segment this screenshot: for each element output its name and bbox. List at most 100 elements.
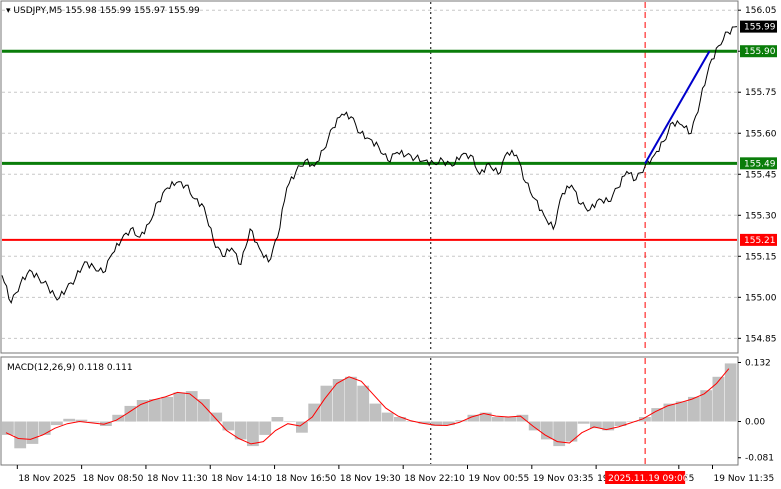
macd-histogram-bar [234,421,247,440]
symbol-label: USDJPY,M5 [13,6,62,16]
price-tick-label: 155.60 [745,129,777,139]
macd-histogram-bar [222,421,235,431]
macd-histogram-bar [296,421,308,433]
resistance-level-tag [740,233,777,246]
chart-header: ▾ USDJPY,M5 155.98 155.99 155.97 155.99 [6,6,200,16]
price-series-line [1,26,738,305]
time-axis-label: 18 Nov 22:10 [404,474,465,484]
macd-histogram-bar [430,421,443,426]
macd-histogram-bar [455,420,468,422]
time-axis-label: 18 Nov 2025 [18,474,76,484]
macd-histogram-bar [663,403,676,422]
macd-histogram-bar [675,401,688,422]
macd-panel[interactable]: MACD(12,26,9) 0.118 0.111 [0,356,739,466]
macd-signal-line [5,368,730,445]
macd-histogram-bar [700,390,713,422]
macd-histogram-bar [712,376,725,422]
time-axis-label: :55 [680,474,694,484]
macd-histogram-bar [332,379,345,422]
macd-tick-label: -0.081 [745,454,774,464]
price-axis-level-labels: 155.90 155.49 155.21 155.99 [740,20,777,246]
time-axis-label: 18 Nov 19:30 [340,474,401,484]
macd-tick-label: 0.00 [745,418,765,428]
macd-histogram-bar [345,376,357,422]
macd-histogram [2,363,737,449]
macd-vertical-markers [430,358,646,464]
macd-histogram-bar [504,417,517,422]
current-price-label: 155.99 [744,23,776,33]
trend-line [644,50,711,164]
time-axis-label: 18 Nov 14:10 [211,474,272,484]
macd-histogram-bar [406,421,418,422]
macd-histogram-bar [210,412,223,422]
resistance-level-label: 155.21 [744,236,776,246]
macd-histogram-bar [112,414,125,422]
macd-histogram-bar [161,396,174,422]
macd-histogram-bar [149,399,161,422]
macd-tick-label: 0.132 [745,358,771,368]
macd-histogram-bar [247,421,259,447]
macd-histogram-bar [124,405,137,422]
macd-histogram-bar [467,414,480,422]
support-level-tag [740,157,777,170]
current-price-tag [740,20,777,33]
time-axis-label: 18 Nov 11:30 [147,474,208,484]
macd-histogram-bar [614,421,627,426]
macd-histogram-bar [185,391,198,422]
time-axis-label: 18 Nov 16:50 [276,474,337,484]
macd-histogram-bar [320,385,333,422]
macd-histogram-bar [553,421,566,447]
time-cursor-tag [605,471,686,484]
macd-histogram-bar [198,399,210,422]
macd-histogram-bar [590,421,602,429]
time-cursor-label: 2025.11.19 09:00 [608,474,689,484]
macd-histogram-bar [639,417,651,422]
macd-histogram-bar [87,421,100,423]
macd-histogram-bar [492,417,504,422]
macd-histogram-bar [577,421,590,424]
time-axis: 18 Nov 2025 18 Nov 08:50 18 Nov 11:30 18 No… [16,465,774,484]
support-level-tag [740,45,777,58]
ohlc-readout: 155.98 155.99 155.97 155.99 [65,6,200,16]
support-level-label: 155.49 [744,159,776,169]
macd-histogram-bar [136,400,149,422]
macd-histogram-bar [565,421,578,442]
macd-histogram-bar [369,403,382,422]
macd-histogram-bar [688,396,700,422]
macd-histogram-bar [541,421,553,440]
macd-histogram-bar [651,408,664,422]
macd-histogram-bar [63,418,76,422]
time-axis-label: 19 Nov 03:35 [533,474,594,484]
macd-histogram-bar [308,403,321,422]
price-tick-label: 155.15 [745,252,777,262]
macd-histogram-bar [283,421,296,422]
macd-histogram-bar [26,421,39,444]
price-tick-label: 154.85 [745,334,777,344]
macd-histogram-bar [479,412,492,422]
macd-histogram-bar [602,421,615,431]
header-triangle-icon: ▾ [6,6,13,16]
macd-histogram-bar [418,421,431,424]
time-axis-label: 18 Nov 08:50 [83,474,144,484]
price-levels [2,49,737,241]
macd-histogram-bar [14,421,27,449]
price-vertical-markers [430,2,646,352]
macd-histogram-bar [271,417,284,422]
macd-axis: 0.132 0.00 -0.081 [738,358,774,464]
price-tick-label: 155.00 [745,293,777,303]
macd-histogram-bar [394,417,406,422]
macd-histogram-bar [38,421,51,435]
macd-histogram-bar [75,419,88,422]
price-tick-label: 156.05 [745,6,777,16]
price-tick-label: 155.30 [745,211,777,221]
macd-histogram-bar [381,412,394,422]
macd-title: MACD(12,26,9) 0.118 0.111 [7,363,133,373]
time-axis-label: 19 Nov 00:55 [469,474,530,484]
price-panel[interactable]: ▾ USDJPY,M5 155.98 155.99 155.97 155.99 [0,0,739,354]
price-tick-label: 155.75 [745,88,777,98]
price-tick-label: 155.45 [745,170,777,180]
macd-histogram-bar [443,421,455,426]
macd-histogram-bar [173,392,186,422]
macd-histogram-bar [357,385,370,422]
